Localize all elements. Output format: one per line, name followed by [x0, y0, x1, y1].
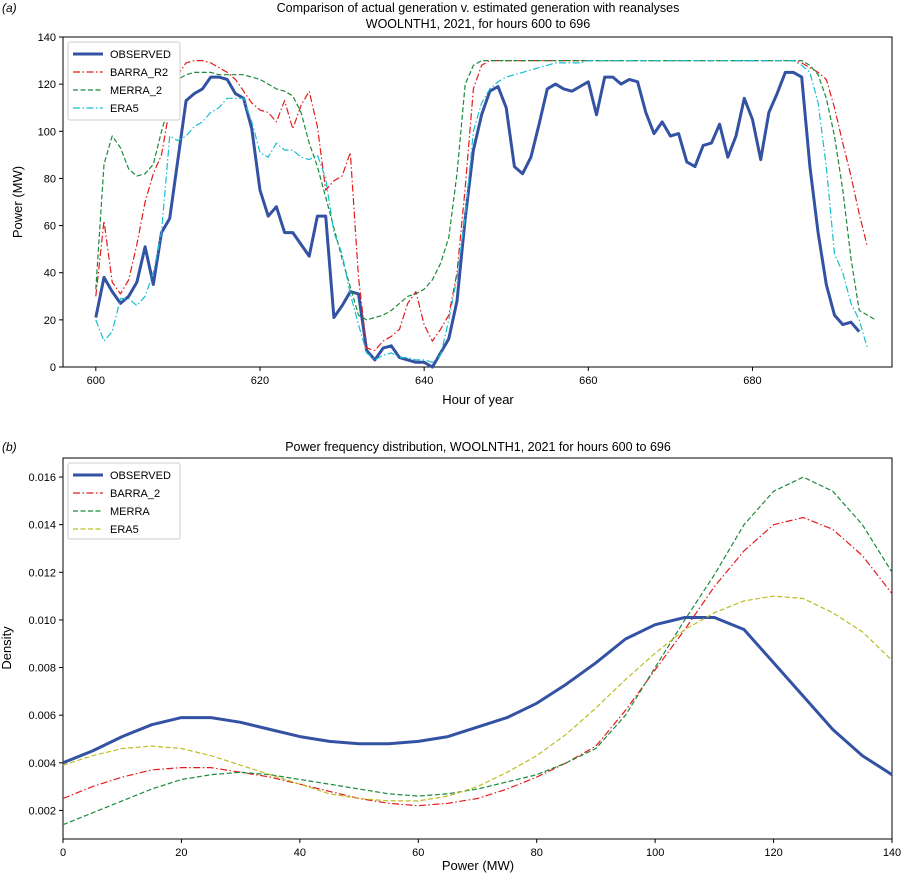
x-tick-label: 600 [87, 375, 105, 387]
y-tick-label: 0.012 [28, 567, 56, 579]
y-tick-label: 0.006 [28, 710, 56, 722]
y-tick-label: 0.016 [28, 472, 56, 484]
panel-a-axis-ticks: 600 620 640 660 680 0 20 40 60 80 100 120 140 [38, 32, 762, 387]
x-tick-label: 60 [412, 847, 424, 859]
y-tick-label: 120 [38, 79, 56, 91]
legend-label: BARRA_R2 [110, 67, 168, 79]
y-tick-label: 40 [44, 268, 56, 280]
legend-label: MERRA [110, 506, 150, 518]
panel-b-plot-frame [62, 457, 893, 840]
y-tick-label: 0 [50, 362, 56, 374]
panel-a-ylabel: Power (MW) [10, 166, 25, 238]
y-tick-label: 0.004 [28, 758, 56, 770]
panel-b-title: Power frequency distribution, WOOLNTH1, … [285, 440, 671, 454]
panel-b-legend: OBSERVED BARRA_2 MERRA ERA5 [67, 462, 181, 540]
y-tick-label: 0.008 [28, 663, 56, 675]
panel-b-label: (b) [2, 440, 17, 454]
legend-label: OBSERVED [110, 49, 171, 61]
series-line-observed [62, 616, 893, 776]
series-line-era5 [95, 59, 868, 363]
legend-label: ERA5 [110, 524, 139, 536]
x-tick-label: 680 [743, 375, 761, 387]
panel-a: (a) Comparison of actual generation v. e… [2, 1, 893, 407]
panel-a-series-lines [94, 59, 876, 369]
panel-a-legend: OBSERVED BARRA_R2 MERRA_2 ERA5 [67, 41, 181, 121]
x-tick-label: 640 [415, 375, 433, 387]
x-tick-label: 40 [294, 847, 306, 859]
series-line-era5 [62, 595, 893, 802]
panel-b-axis-ticks: 0 20 40 60 80 100 120 140 0.002 0.004 0.006 0.008 0.… [28, 472, 901, 859]
y-tick-label: 0.002 [28, 805, 56, 817]
panel-b-series-lines [62, 476, 893, 826]
panel-a-title-line1: Comparison of actual generation v. estim… [277, 1, 680, 15]
legend-label: BARRA_2 [110, 488, 160, 500]
y-tick-label: 140 [38, 32, 56, 44]
y-tick-label: 60 [44, 221, 56, 233]
x-tick-label: 80 [531, 847, 543, 859]
panel-a-title-line2: WOOLNTH1, 2021, for hours 600 to 696 [366, 17, 590, 31]
legend-label: MERRA_2 [110, 85, 162, 97]
x-tick-label: 0 [60, 847, 66, 859]
series-line-merra [62, 476, 893, 826]
panel-b-ylabel: Density [0, 626, 14, 670]
legend-label: OBSERVED [110, 470, 171, 482]
y-tick-label: 20 [44, 315, 56, 327]
x-tick-label: 120 [764, 847, 782, 859]
panel-a-label: (a) [2, 1, 17, 15]
panel-a-plot-frame [62, 36, 893, 368]
y-tick-label: 80 [44, 173, 56, 185]
panel-b-xlabel: Power (MW) [442, 858, 514, 873]
y-tick-label: 100 [38, 126, 56, 138]
legend-label: ERA5 [110, 103, 139, 115]
series-line-observed [94, 70, 861, 369]
y-tick-label: 0.014 [28, 520, 56, 532]
x-tick-label: 140 [883, 847, 901, 859]
panel-b: (b) Power frequency distribution, WOOLNT… [0, 440, 901, 873]
y-tick-label: 0.010 [28, 615, 56, 627]
series-line-barra-2 [62, 516, 893, 807]
series-line-merra-2 [95, 59, 876, 321]
x-tick-label: 20 [175, 847, 187, 859]
x-tick-label: 100 [646, 847, 664, 859]
x-tick-label: 660 [579, 375, 597, 387]
x-tick-label: 620 [251, 375, 269, 387]
panel-a-xlabel: Hour of year [442, 392, 514, 407]
